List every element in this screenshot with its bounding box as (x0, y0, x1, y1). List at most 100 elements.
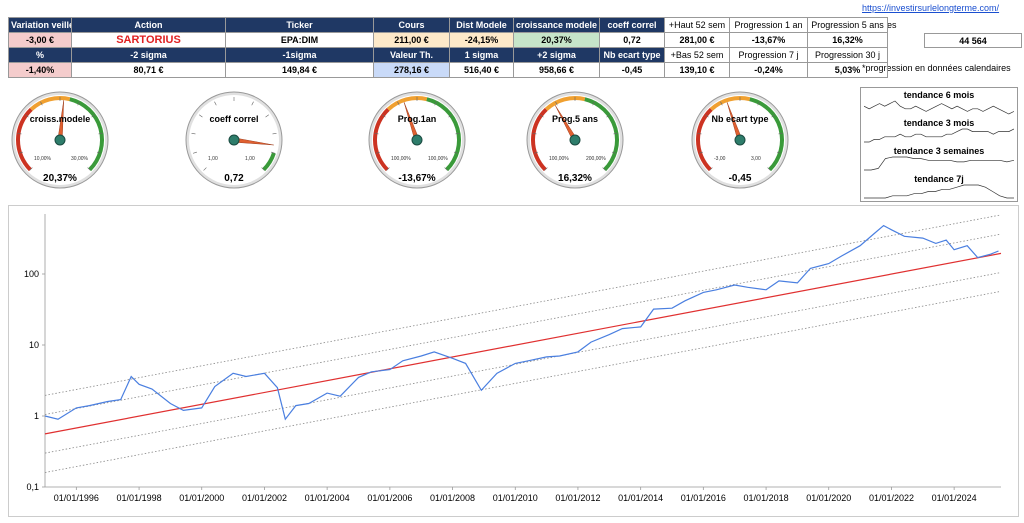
site-link[interactable]: https://investirsurlelongterme.com/ (862, 3, 1000, 13)
gauge-tick (444, 167, 448, 171)
x-tick-label: 01/01/2024 (932, 493, 977, 503)
gauge-tick (376, 151, 381, 154)
gauge-dial (526, 91, 624, 189)
gauge-min: 10,00% (34, 156, 51, 162)
gauge-tick (709, 167, 713, 171)
gauge-tick (757, 101, 760, 106)
gauge-tick (382, 114, 386, 118)
gauge-tick (720, 101, 723, 106)
trend-line (864, 100, 1014, 115)
table-header-cell: Cours (373, 17, 450, 33)
trend-sparkline (864, 184, 1014, 199)
gauge-hub (734, 134, 746, 146)
gauge-tick (767, 167, 771, 171)
footnote: *progression en données calendaires (862, 63, 1011, 73)
trend-line (864, 156, 1014, 171)
gauge-hub (411, 134, 423, 146)
gauge-dial (691, 91, 789, 189)
minus-2-sigma-value: 80,71 € (71, 62, 226, 78)
plus-2-sigma-value: 958,66 € (513, 62, 600, 78)
gauge-green-zone (426, 97, 461, 172)
gauge-croissance-modele: croiss.modele 10,00% 30,00% 20,37% (10, 90, 110, 190)
gauge-max: 1,00 (245, 156, 255, 162)
table-header-cell: -1sigma (225, 47, 374, 63)
gauge-tick (199, 114, 203, 118)
gauge-hub (228, 134, 240, 146)
bas-52-value: 139,10 € (664, 62, 730, 78)
gauge-value: 0,72 (224, 173, 244, 184)
price-line (44, 224, 999, 421)
gauge-tick (193, 151, 198, 154)
variation-pct-value: -1,40% (8, 62, 72, 78)
trend-7j: tendance 7j (861, 172, 1017, 200)
x-tick-label: 01/01/2008 (430, 493, 475, 503)
trend-6-mois: tendance 6 mois (861, 88, 1017, 116)
gauge-tick (214, 101, 217, 106)
gauge-tick (25, 114, 29, 118)
table-row: -3,00 € SARTORIUS EPA:DIM 211,00 € -24,1… (8, 32, 888, 48)
table-header-cell: Nb ecart type (599, 47, 665, 63)
table-header-cell: Dist Modele (449, 17, 514, 33)
progression-30j-value: 5,03% (807, 62, 888, 78)
gauge-green-zone (749, 97, 784, 172)
gauge-tick (613, 132, 618, 135)
gauge-tick (17, 132, 22, 135)
trend-panel: tendance 6 mois tendance 3 mois tendance… (860, 87, 1018, 202)
gauge-tick (29, 167, 33, 171)
trend-sparkline (864, 128, 1014, 143)
model-line (44, 252, 1002, 435)
band-line-minus-2-sigma (44, 290, 1002, 473)
valeur-theorique-value: 278,16 € (373, 62, 450, 78)
table-header-cell: Variation veille (8, 17, 72, 33)
y-tick-label: 100 (24, 269, 39, 279)
trend-sparkline (864, 156, 1014, 171)
table-header-cell: Ticker (225, 17, 374, 33)
gauge-title: coeff correl (209, 114, 259, 124)
croissance-modele-value: 20,37% (513, 32, 600, 48)
y-tick-label: 0,1 (26, 482, 39, 492)
table-header-cell: Progression 30 j (807, 47, 888, 63)
gauge-min: 100,00% (549, 156, 569, 162)
table-row: % -2 sigma -1sigma Valeur Th. 1 sigma +2… (8, 47, 888, 63)
x-tick-label: 01/01/2010 (493, 493, 538, 503)
plus-1-sigma-value: 516,40 € (449, 62, 514, 78)
gauge-tick (191, 132, 196, 135)
gauge-tick (87, 167, 91, 171)
gauge-tick (778, 132, 783, 135)
gauge-dial (368, 91, 466, 189)
gauge-orange-zone (29, 96, 71, 111)
gauge-tick (261, 167, 265, 171)
gauge-green-zone (69, 97, 104, 172)
trend-3-semaines: tendance 3 semaines (861, 144, 1017, 172)
gauge-tick (532, 132, 537, 135)
gauge-min: 1,00 (208, 156, 218, 162)
trend-label: tendance 3 mois (903, 118, 975, 128)
gauge-min: -3,00 (714, 156, 726, 162)
y-tick-label: 1 (34, 411, 39, 421)
gauge-tick (540, 114, 544, 118)
x-tick-label: 01/01/2000 (179, 493, 224, 503)
gauge-tick (91, 114, 95, 118)
variation-veille-value: -3,00 € (8, 32, 72, 48)
gauge-tick (40, 101, 43, 106)
gauge-tick (203, 167, 207, 171)
gauge-tick (555, 101, 558, 106)
gauge-tick (448, 114, 452, 118)
trend-label: tendance 6 mois (903, 90, 975, 100)
gauge-max: 100,00% (428, 156, 448, 162)
table-row: -1,40% 80,71 € 149,84 € 278,16 € 516,40 … (8, 62, 888, 78)
gauge-value: 20,37% (43, 173, 77, 184)
gauge-tick (602, 167, 606, 171)
gauge-tick (606, 114, 610, 118)
ticker-value: EPA:DIM (225, 32, 374, 48)
volumes-value: 44 564 (924, 33, 1022, 48)
gauge-tick (434, 101, 437, 106)
x-tick-label: 01/01/2022 (869, 493, 914, 503)
gauge-orange-zone (386, 96, 428, 111)
y-tick-label: 10 (29, 340, 39, 350)
gauge-orange-zone (709, 96, 751, 111)
gauge-title: Prog.1an (397, 114, 437, 124)
gauge-max: 200,00% (586, 156, 606, 162)
table-header-cell: croissance modele (513, 17, 600, 33)
x-tick-label: 01/01/2016 (681, 493, 726, 503)
